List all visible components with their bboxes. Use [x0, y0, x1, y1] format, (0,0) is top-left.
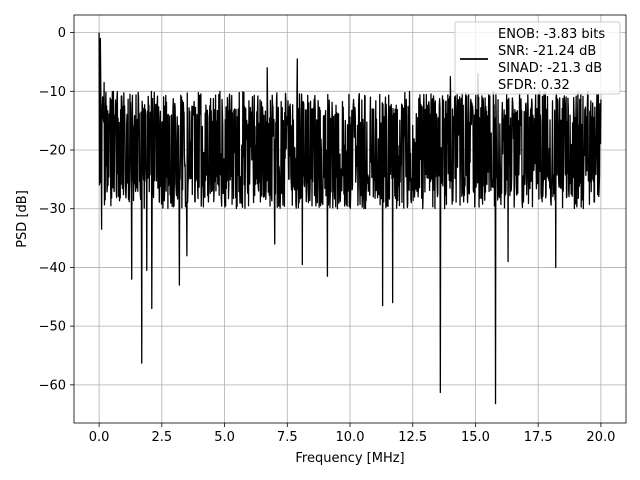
y-tick-label: −30 [39, 202, 66, 217]
series-line [98, 32, 602, 405]
x-tick-label: 15.0 [461, 430, 490, 445]
legend-entry-line: SNR: -21.24 dB [498, 44, 596, 59]
legend: ENOB: -3.83 bits SNR: -21.24 dB SINAD: -21… [454, 21, 621, 95]
y-axis-ticks: 0 −10 −20 −30 −40 −50 −60 [39, 26, 74, 393]
legend-entry-line: SINAD: -21.3 dB [498, 61, 602, 76]
y-tick-label: 0 [58, 26, 66, 41]
y-tick-label: −20 [39, 144, 66, 159]
series-line-group [98, 32, 602, 405]
x-axis-ticks: 0.0 2.5 5.0 7.5 10.0 12.5 15.0 17.5 20.0 [89, 423, 615, 445]
y-tick-label: −60 [39, 378, 66, 393]
x-tick-label: 10.0 [336, 430, 365, 445]
y-tick-label: −40 [39, 261, 66, 276]
legend-entry-line: ENOB: -3.83 bits [498, 27, 605, 42]
y-tick-label: −10 [39, 85, 66, 100]
x-tick-label: 20.0 [586, 430, 615, 445]
x-tick-label: 12.5 [398, 430, 427, 445]
y-axis-label: PSD [dB] [15, 190, 30, 248]
x-tick-label: 2.5 [151, 430, 172, 445]
x-tick-label: 17.5 [524, 430, 553, 445]
x-tick-label: 5.0 [214, 430, 235, 445]
y-tick-label: −50 [39, 320, 66, 335]
legend-box [454, 21, 621, 95]
x-axis-label: Frequency [MHz] [295, 451, 404, 466]
x-tick-label: 0.0 [89, 430, 110, 445]
legend-entry-text: ENOB: -3.83 bits SNR: -21.24 dB SINAD: -21… [498, 27, 605, 93]
x-tick-label: 7.5 [277, 430, 298, 445]
legend-entry-line: SFDR: 0.32 [498, 78, 570, 93]
